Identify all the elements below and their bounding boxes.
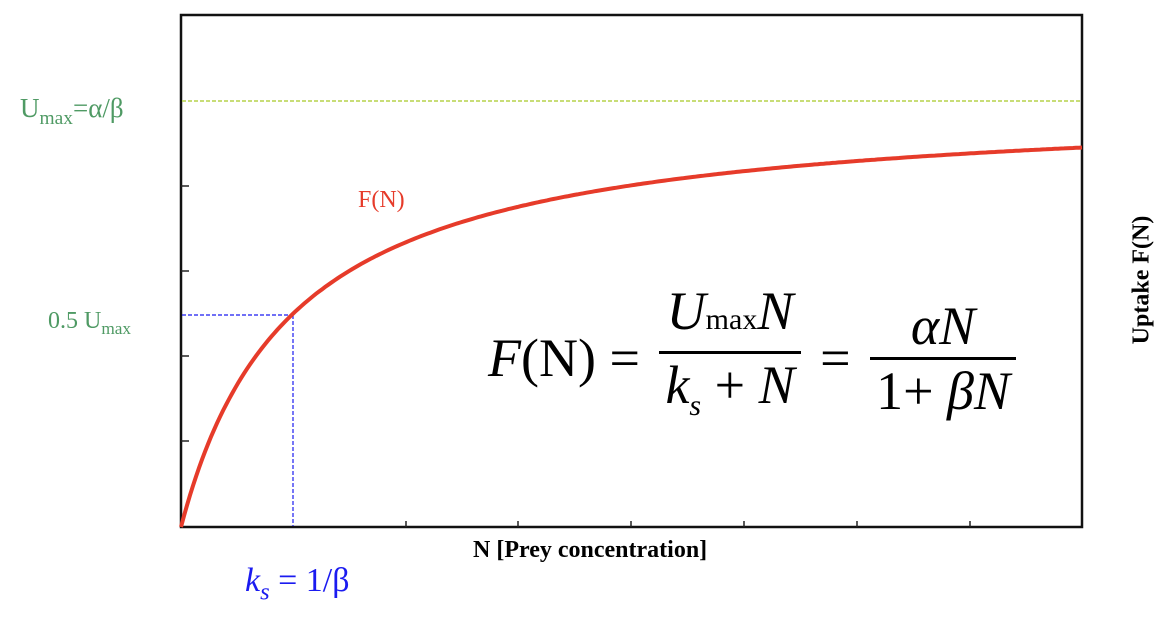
- curve-label: F(N): [358, 187, 405, 213]
- y-axis-label: Uptake F(N): [1128, 215, 1155, 345]
- umax-label: Umax=α/β: [20, 93, 124, 129]
- formula: F (N) = UmaxN ks + N = αN 1+ βN: [488, 281, 1022, 433]
- y-axis-ticks: [181, 185, 189, 442]
- plot-frame: [179, 13, 1084, 529]
- ks-label: ks = 1/β: [245, 562, 350, 606]
- fraction-alpha-beta: αN 1+ βN: [870, 295, 1016, 422]
- x-axis-label: N [Prey concentration]: [473, 537, 708, 563]
- fraction-umax: UmaxN ks + N: [659, 280, 801, 437]
- uptake-curve: [179, 145, 1083, 528]
- half-umax-label: 0.5 Umax: [48, 308, 132, 339]
- x-axis-ticks: [405, 521, 971, 527]
